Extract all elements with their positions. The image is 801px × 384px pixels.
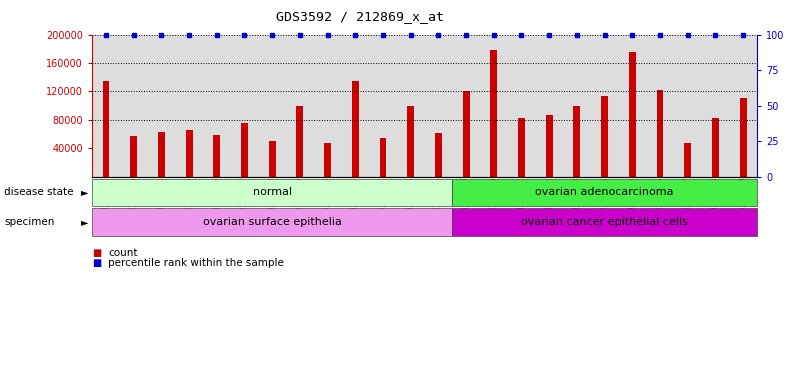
- Bar: [535, 35, 563, 177]
- Bar: [324, 143, 331, 177]
- Bar: [314, 35, 341, 177]
- Bar: [657, 90, 663, 177]
- Bar: [131, 136, 137, 177]
- Bar: [92, 35, 120, 177]
- Bar: [574, 106, 581, 177]
- Text: specimen: specimen: [4, 217, 54, 227]
- Bar: [396, 35, 425, 177]
- Bar: [739, 99, 747, 177]
- Bar: [453, 35, 480, 177]
- Bar: [352, 81, 359, 177]
- Text: normal: normal: [252, 187, 292, 197]
- Bar: [646, 35, 674, 177]
- Bar: [147, 35, 175, 177]
- Bar: [712, 118, 718, 177]
- Bar: [296, 106, 304, 177]
- Bar: [213, 136, 220, 177]
- Bar: [425, 35, 453, 177]
- Bar: [103, 81, 110, 177]
- Text: count: count: [108, 248, 138, 258]
- Bar: [175, 35, 203, 177]
- Text: ovarian adenocarcinoma: ovarian adenocarcinoma: [535, 187, 674, 197]
- Bar: [120, 35, 147, 177]
- Text: ■: ■: [92, 258, 102, 268]
- Text: percentile rank within the sample: percentile rank within the sample: [108, 258, 284, 268]
- Text: GDS3592 / 212869_x_at: GDS3592 / 212869_x_at: [276, 10, 445, 23]
- Bar: [684, 142, 691, 177]
- Bar: [618, 35, 646, 177]
- Text: ■: ■: [92, 248, 102, 258]
- Bar: [341, 35, 369, 177]
- Bar: [729, 35, 757, 177]
- Bar: [241, 122, 248, 177]
- Bar: [490, 50, 497, 177]
- Bar: [407, 106, 414, 177]
- Bar: [674, 35, 702, 177]
- Bar: [518, 118, 525, 177]
- Text: disease state: disease state: [4, 187, 74, 197]
- Text: ovarian surface epithelia: ovarian surface epithelia: [203, 217, 341, 227]
- Bar: [268, 141, 276, 177]
- Bar: [186, 131, 192, 177]
- Bar: [158, 132, 165, 177]
- Bar: [480, 35, 508, 177]
- Bar: [203, 35, 231, 177]
- Bar: [508, 35, 535, 177]
- Bar: [545, 115, 553, 177]
- Bar: [563, 35, 590, 177]
- Bar: [380, 137, 386, 177]
- Bar: [590, 35, 618, 177]
- Bar: [702, 35, 729, 177]
- Bar: [629, 52, 636, 177]
- Text: ►: ►: [81, 187, 88, 197]
- Text: ►: ►: [81, 217, 88, 227]
- Bar: [231, 35, 258, 177]
- Bar: [463, 91, 469, 177]
- Bar: [601, 96, 608, 177]
- Bar: [435, 132, 442, 177]
- Bar: [258, 35, 286, 177]
- Bar: [286, 35, 314, 177]
- Bar: [369, 35, 396, 177]
- Text: ovarian cancer epithelial cells: ovarian cancer epithelial cells: [521, 217, 688, 227]
